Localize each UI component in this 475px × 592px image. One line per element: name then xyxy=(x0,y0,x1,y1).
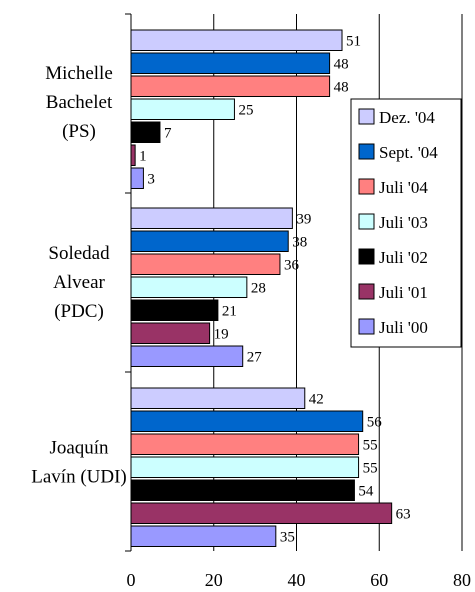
data-label: 48 xyxy=(334,56,349,72)
bar xyxy=(130,230,289,252)
axes xyxy=(125,13,132,552)
bar xyxy=(130,144,136,166)
data-label: 48 xyxy=(334,79,349,95)
category-label: Michelle xyxy=(45,63,113,84)
data-label: 39 xyxy=(296,211,311,227)
x-tick-label: 80 xyxy=(453,570,471,590)
data-label: 55 xyxy=(363,460,378,476)
legend-swatch xyxy=(358,108,375,125)
data-label: 54 xyxy=(358,483,374,499)
bar xyxy=(130,525,277,547)
bar xyxy=(130,456,360,478)
bar xyxy=(130,98,235,120)
bar xyxy=(130,52,331,74)
data-label: 1 xyxy=(139,148,147,164)
bar xyxy=(130,410,364,432)
legend-swatch xyxy=(358,283,375,300)
category-label: Alvear xyxy=(53,272,105,293)
x-tick-label: 20 xyxy=(205,570,223,590)
bar xyxy=(130,75,331,97)
data-label: 36 xyxy=(284,257,300,273)
bar xyxy=(130,433,360,455)
x-tick-label: 0 xyxy=(127,570,136,590)
data-label: 28 xyxy=(251,280,266,296)
data-label: 19 xyxy=(214,326,229,342)
category-label: (PS) xyxy=(62,121,96,142)
category-label: (PDC) xyxy=(54,301,104,322)
bar xyxy=(130,322,211,344)
legend-swatch xyxy=(358,318,375,335)
bar xyxy=(130,121,161,143)
data-label: 55 xyxy=(363,437,378,453)
data-label: 42 xyxy=(309,391,324,407)
category-label: Lavín (UDI) xyxy=(31,467,127,488)
data-label: 3 xyxy=(147,171,155,187)
data-label: 38 xyxy=(292,234,307,250)
legend-swatch xyxy=(358,143,375,160)
category-label: Soledad xyxy=(48,243,110,264)
legend-label: Dez. '04 xyxy=(379,108,435,127)
data-label: 7 xyxy=(164,125,172,141)
bar xyxy=(130,253,281,275)
legend-label: Juli '00 xyxy=(379,318,428,337)
legend-label: Juli '04 xyxy=(379,178,428,197)
legend-label: Juli '02 xyxy=(379,248,428,267)
data-label: 56 xyxy=(367,414,383,430)
legend: Dez. '04 Sept. '04 Juli '04 Juli '03 Juli '0… xyxy=(350,98,462,348)
legend-label: Sept. '04 xyxy=(379,143,438,162)
data-label: 27 xyxy=(247,349,263,365)
legend-swatch xyxy=(358,213,375,230)
legend-swatch xyxy=(358,248,375,265)
bar xyxy=(130,345,244,367)
bars xyxy=(130,29,393,547)
bar xyxy=(130,207,293,229)
labels: 51 39 42 48 38 56 48 36 55 25 28 55 7 21 54 1 19 63 3 27 35 0… xyxy=(31,33,471,590)
legend-label: Juli '03 xyxy=(379,213,428,232)
bar xyxy=(130,387,306,409)
bar xyxy=(130,479,355,501)
x-tick-label: 60 xyxy=(370,570,388,590)
legend-label: Juli '01 xyxy=(379,283,428,302)
x-tick-label: 40 xyxy=(288,570,306,590)
data-label: 21 xyxy=(222,303,237,319)
bar xyxy=(130,29,343,51)
category-label: Joaquín xyxy=(49,438,109,459)
category-label: Bachelet xyxy=(46,92,113,113)
data-label: 63 xyxy=(396,506,411,522)
legend-swatch xyxy=(358,178,375,195)
bar xyxy=(130,167,144,189)
data-label: 35 xyxy=(280,529,295,545)
bar xyxy=(130,276,248,298)
bar xyxy=(130,299,219,321)
data-label: 25 xyxy=(238,102,253,118)
data-label: 51 xyxy=(346,33,361,49)
bar xyxy=(130,502,393,524)
